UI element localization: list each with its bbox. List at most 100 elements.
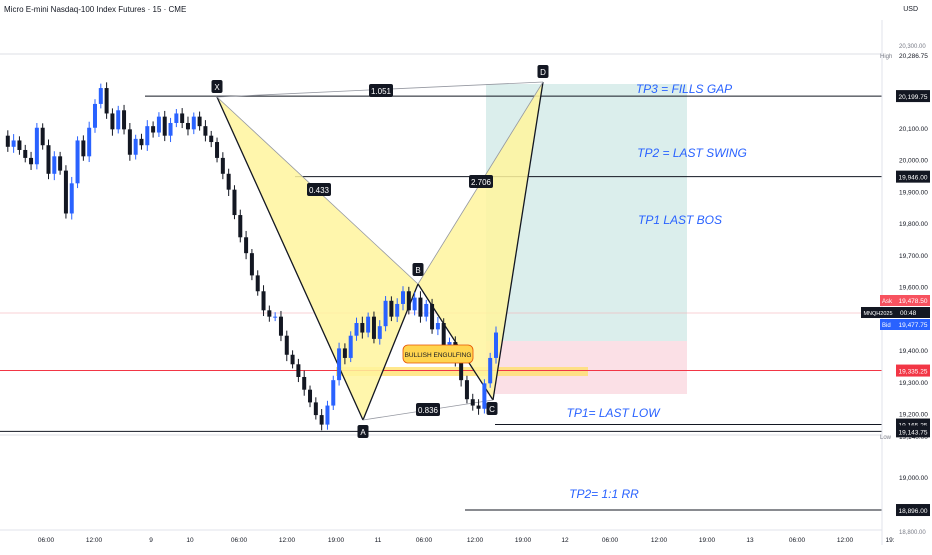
callout-text: BULLISH ENGULFING bbox=[405, 352, 472, 359]
candle-body bbox=[441, 323, 446, 349]
candle-body bbox=[133, 138, 138, 155]
time-tick-label: 12:00 bbox=[651, 537, 668, 544]
candle-body bbox=[464, 380, 469, 400]
candle-body bbox=[430, 303, 435, 330]
ask-label: Ask bbox=[882, 299, 893, 305]
candle-body bbox=[197, 116, 202, 127]
price-tick-label: 19,300.00 bbox=[899, 380, 928, 387]
point-b-label-bg bbox=[412, 263, 424, 276]
candle-body bbox=[261, 291, 266, 311]
candle-body bbox=[52, 156, 57, 174]
candle-body bbox=[98, 88, 103, 104]
candle-body bbox=[58, 156, 63, 171]
price-axis-bg bbox=[882, 20, 932, 545]
candle-body bbox=[104, 88, 109, 114]
point-c-label: C bbox=[486, 402, 498, 415]
candle-body bbox=[273, 316, 278, 318]
ratio-bd-label-text: 2.706 bbox=[471, 178, 492, 187]
candle-body bbox=[482, 383, 487, 409]
candle-body bbox=[156, 116, 161, 133]
ratio-bd-label-bg bbox=[469, 175, 493, 188]
candle-body bbox=[34, 127, 39, 165]
pattern-leg-cd bbox=[492, 81, 544, 401]
ratio-xd-label-text: 1.051 bbox=[371, 87, 392, 96]
candle-body bbox=[145, 126, 150, 146]
time-tick-label: 10 bbox=[186, 537, 194, 544]
candle-body bbox=[185, 122, 190, 130]
time-tick-label: 13 bbox=[746, 537, 754, 544]
candle-body bbox=[325, 405, 330, 425]
candle-body bbox=[139, 138, 144, 146]
candle-body bbox=[232, 189, 237, 216]
candle-body bbox=[249, 253, 254, 276]
candle-body bbox=[40, 127, 45, 146]
time-tick-label: 12:00 bbox=[279, 537, 296, 544]
tp2-swing-annotation: TP2 = LAST SWING bbox=[637, 146, 747, 160]
symbol-label: MNQH2025 bbox=[863, 311, 892, 317]
point-x-label-bg bbox=[211, 80, 223, 93]
horizontal-levels bbox=[0, 53, 882, 511]
time-tick-label: 9 bbox=[149, 537, 153, 544]
level-tag-bg bbox=[896, 170, 930, 183]
candle-body bbox=[23, 149, 28, 158]
point-b-label-text: B bbox=[415, 266, 420, 275]
pattern-bcd bbox=[418, 82, 543, 400]
level-tag-bg bbox=[896, 425, 930, 438]
candle-body bbox=[331, 380, 336, 406]
candle-body bbox=[308, 389, 313, 403]
candle-body bbox=[424, 303, 429, 317]
candle-body bbox=[220, 157, 225, 174]
candle-body bbox=[313, 402, 318, 416]
price-tick-label: 20,000.00 bbox=[899, 158, 928, 165]
time-tick-label: 19:00 bbox=[515, 537, 532, 544]
high-label: High bbox=[880, 54, 892, 60]
time-tick-label: 12 bbox=[561, 537, 569, 544]
candle-body bbox=[284, 335, 289, 355]
candle-body bbox=[360, 323, 365, 333]
callout-box bbox=[402, 344, 474, 364]
ask-value-bg bbox=[896, 295, 930, 306]
pattern-xab bbox=[217, 97, 418, 420]
countdown: 00:48 bbox=[900, 310, 917, 317]
candle-body bbox=[92, 103, 97, 128]
candle-body bbox=[127, 129, 132, 155]
candle-body bbox=[395, 303, 400, 317]
price-tick-label: 19,200.00 bbox=[899, 412, 928, 419]
candle-body bbox=[168, 122, 173, 136]
candle-body bbox=[11, 140, 16, 147]
candle-body bbox=[290, 354, 295, 365]
candle-body bbox=[435, 323, 440, 330]
candle-body bbox=[366, 316, 371, 333]
ratio-bd-label: 2.706 bbox=[469, 175, 493, 188]
ratio-ac-label-text: 0.836 bbox=[418, 406, 439, 415]
candle-body bbox=[377, 326, 382, 339]
candle-body bbox=[244, 237, 249, 254]
point-x-label: X bbox=[211, 80, 223, 93]
candle-body bbox=[255, 275, 260, 292]
candle-body bbox=[470, 399, 475, 406]
ratio-xb-label-text: 0.433 bbox=[309, 186, 330, 195]
time-tick-label: 06:00 bbox=[416, 537, 433, 544]
price-tick-label: 19,000.00 bbox=[899, 475, 928, 482]
price-tick-label: 19,700.00 bbox=[899, 253, 928, 260]
candle-body bbox=[459, 361, 464, 381]
candle-body bbox=[174, 113, 179, 123]
currency-label[interactable]: USD bbox=[903, 6, 918, 13]
chart-title: Micro E-mini Nasdaq-100 Index Futures · … bbox=[4, 5, 187, 14]
level-tag-text: 19,946.00 bbox=[899, 175, 928, 182]
time-tick-label: 12:00 bbox=[86, 537, 103, 544]
tp1-low-annotation: TP1= LAST LOW bbox=[566, 406, 661, 420]
tp2-rr-annotation: TP2= 1:1 RR bbox=[569, 487, 639, 501]
candle-body bbox=[319, 415, 324, 425]
symbol-label-bg bbox=[861, 307, 896, 318]
level-tag-text: 18,896.00 bbox=[899, 508, 928, 515]
candle-body bbox=[63, 170, 68, 214]
ratio-ac-label-bg bbox=[416, 403, 440, 416]
price-tick-partial: 18,800.00 bbox=[899, 530, 926, 536]
level-tag-text: 20,199.75 bbox=[899, 94, 928, 101]
time-tick-label: 19: bbox=[885, 537, 894, 544]
candle-body bbox=[116, 110, 121, 130]
candle-body bbox=[209, 135, 214, 143]
